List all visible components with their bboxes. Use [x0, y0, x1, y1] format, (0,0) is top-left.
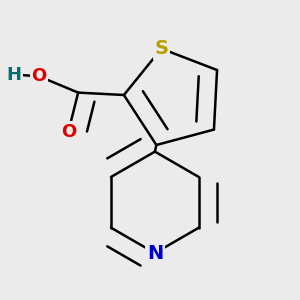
Text: N: N	[147, 244, 163, 262]
Text: S: S	[154, 39, 168, 58]
Text: O: O	[31, 67, 46, 85]
Text: O: O	[61, 123, 76, 141]
Text: H: H	[7, 66, 22, 84]
